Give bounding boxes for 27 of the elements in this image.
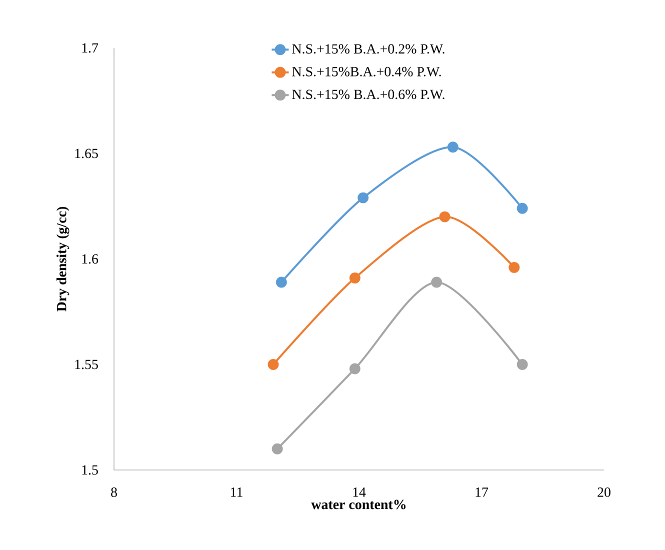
point bbox=[439, 211, 450, 222]
point bbox=[358, 192, 369, 204]
x-tick-label: 20 bbox=[598, 488, 610, 497]
legend-label: N.S.+15%B.A.+0.4% P.W. bbox=[292, 66, 441, 76]
point bbox=[272, 443, 283, 454]
x-tick-label: 14 bbox=[353, 488, 366, 497]
point bbox=[349, 363, 360, 374]
x-tick-label: 8 bbox=[111, 488, 117, 497]
x-axis-title: water content% bbox=[311, 500, 406, 510]
y-tick-label: 1.55 bbox=[75, 360, 98, 370]
legend-label: N.S.+15% B.A.+0.2% P.W. bbox=[292, 44, 444, 54]
point bbox=[349, 272, 360, 284]
y-tick-label: 1.7 bbox=[82, 43, 98, 53]
point bbox=[516, 202, 528, 214]
legend-label: N.S.+15% B.A.+0.6% P.W. bbox=[292, 90, 444, 100]
point bbox=[268, 359, 279, 370]
point bbox=[431, 276, 442, 288]
point bbox=[447, 142, 458, 153]
x-tick-label: 11 bbox=[231, 488, 242, 497]
point bbox=[508, 262, 520, 273]
y-tick-label: 1.5 bbox=[82, 465, 98, 475]
point bbox=[276, 276, 287, 288]
y-axis-title: Dry density (g/cc) bbox=[56, 206, 70, 312]
y-tick-label: 1.6 bbox=[82, 254, 98, 264]
y-tick-label: 1.65 bbox=[75, 148, 98, 158]
point bbox=[516, 359, 528, 370]
x-tick-label: 17 bbox=[476, 488, 488, 497]
